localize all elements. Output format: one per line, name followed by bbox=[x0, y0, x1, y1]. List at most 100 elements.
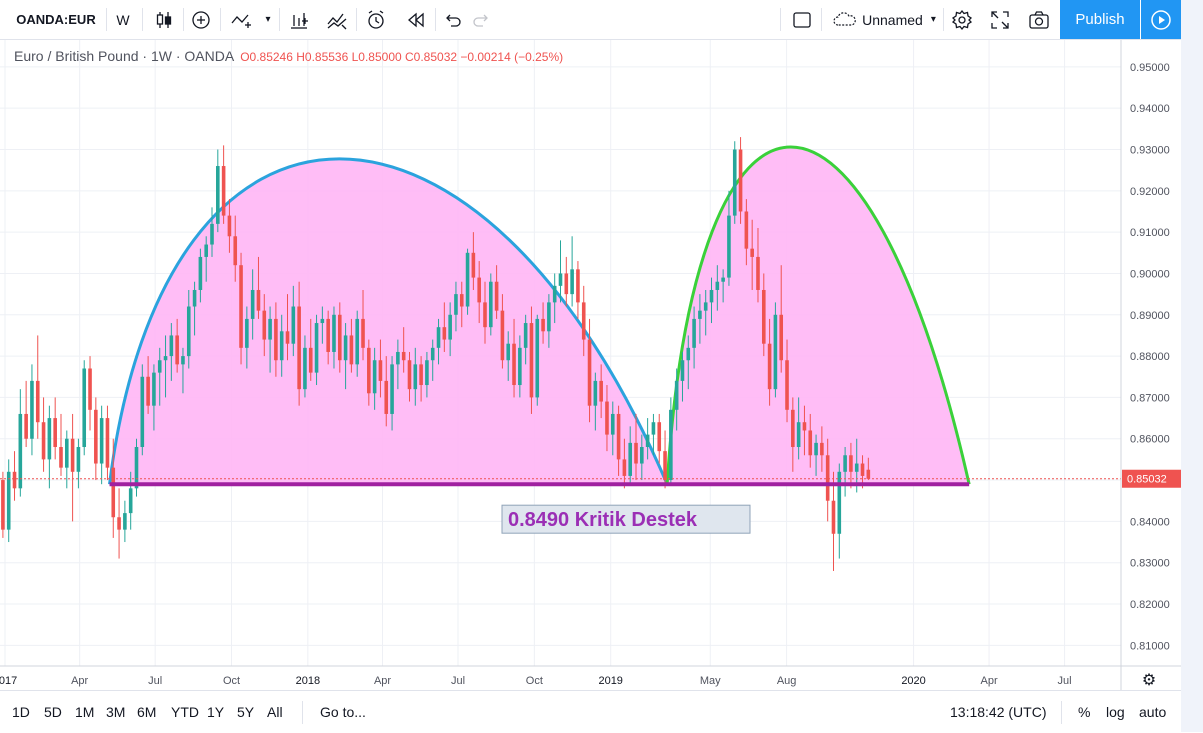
replay-icon[interactable] bbox=[402, 0, 430, 39]
candle-body[interactable] bbox=[657, 422, 662, 452]
candle-body[interactable] bbox=[198, 256, 203, 290]
arc-outline-1[interactable] bbox=[108, 157, 669, 485]
candle-body[interactable] bbox=[715, 281, 720, 290]
publish-button[interactable]: Publish bbox=[1060, 0, 1140, 39]
indicators-icon[interactable] bbox=[226, 0, 256, 39]
candle-body[interactable] bbox=[367, 347, 371, 394]
candle-body[interactable] bbox=[535, 318, 540, 398]
range-button-5d[interactable]: 5D bbox=[44, 704, 62, 720]
fullscreen-toggle-icon[interactable] bbox=[788, 0, 816, 39]
candle-body[interactable] bbox=[64, 438, 69, 468]
snapshot-icon[interactable] bbox=[1025, 0, 1053, 39]
percent-scale-button[interactable]: % bbox=[1078, 704, 1091, 720]
add-indicator-icon[interactable] bbox=[187, 0, 215, 39]
layout-name-button[interactable]: Unnamed ▾ bbox=[828, 0, 940, 39]
candle-body[interactable] bbox=[349, 335, 354, 365]
candle-body[interactable] bbox=[105, 418, 110, 468]
candle-body[interactable] bbox=[12, 471, 17, 489]
candle-body[interactable] bbox=[837, 471, 842, 534]
candle-body[interactable] bbox=[425, 360, 429, 386]
range-button-1m[interactable]: 1M bbox=[75, 704, 95, 720]
candle-body[interactable] bbox=[802, 422, 807, 431]
settings-icon[interactable] bbox=[948, 0, 976, 39]
candle-body[interactable] bbox=[378, 360, 383, 381]
candle-body[interactable] bbox=[738, 149, 743, 212]
range-button-1y[interactable]: 1Y bbox=[207, 704, 225, 720]
play-icon[interactable] bbox=[1141, 0, 1181, 39]
candle-body[interactable] bbox=[181, 356, 185, 365]
candle-body[interactable] bbox=[41, 422, 46, 460]
chevron-down-icon[interactable]: ▾ bbox=[265, 14, 271, 25]
candle-body[interactable] bbox=[518, 347, 522, 386]
candle-body[interactable] bbox=[407, 360, 412, 390]
candle-body[interactable] bbox=[94, 409, 98, 464]
candle-body[interactable] bbox=[355, 318, 360, 365]
candle-body[interactable] bbox=[343, 335, 348, 361]
candle-body[interactable] bbox=[337, 314, 342, 361]
candle-body[interactable] bbox=[390, 364, 394, 414]
candle-body[interactable] bbox=[216, 166, 220, 224]
range-button-3m[interactable]: 3M bbox=[106, 704, 126, 720]
range-button-5y[interactable]: 5Y bbox=[237, 704, 255, 720]
candle-body[interactable] bbox=[814, 442, 818, 456]
candle-body[interactable] bbox=[605, 401, 609, 435]
candle-body[interactable] bbox=[152, 372, 156, 406]
candle-body[interactable] bbox=[6, 471, 11, 530]
candle-body[interactable] bbox=[274, 318, 278, 361]
candle-body[interactable] bbox=[808, 430, 813, 456]
candle-body[interactable] bbox=[59, 447, 63, 468]
candle-body[interactable] bbox=[669, 409, 673, 481]
candle-body[interactable] bbox=[76, 447, 81, 472]
candle-body[interactable] bbox=[314, 323, 319, 373]
candle-body[interactable] bbox=[175, 335, 179, 365]
candle-body[interactable] bbox=[773, 314, 778, 390]
symbol-search[interactable]: OANDA:EUR bbox=[16, 12, 96, 27]
candle-body[interactable] bbox=[483, 302, 487, 328]
candle-body[interactable] bbox=[442, 327, 447, 340]
candle-body[interactable] bbox=[436, 327, 441, 348]
candle-body[interactable] bbox=[564, 273, 569, 295]
candle-body[interactable] bbox=[541, 318, 545, 332]
arc-outline-2[interactable] bbox=[665, 145, 971, 485]
candle-body[interactable] bbox=[506, 343, 511, 361]
candle-body[interactable] bbox=[477, 277, 481, 303]
candle-body[interactable] bbox=[767, 343, 772, 390]
candle-body[interactable] bbox=[791, 409, 795, 448]
candle-body[interactable] bbox=[169, 335, 174, 357]
candle-body[interactable] bbox=[401, 351, 406, 361]
candle-body[interactable] bbox=[831, 500, 836, 534]
candle-body[interactable] bbox=[523, 323, 528, 348]
auto-scale-button[interactable]: auto bbox=[1139, 704, 1167, 720]
candle-body[interactable] bbox=[488, 281, 493, 328]
candle-body[interactable] bbox=[384, 380, 389, 414]
candle-body[interactable] bbox=[250, 289, 255, 319]
candle-body[interactable] bbox=[332, 314, 336, 352]
redo-icon[interactable] bbox=[468, 0, 494, 39]
candle-body[interactable] bbox=[372, 360, 377, 394]
candle-body[interactable] bbox=[291, 306, 296, 344]
candle-body[interactable] bbox=[616, 413, 621, 460]
fullscreen-icon[interactable] bbox=[986, 0, 1014, 39]
candle-body[interactable] bbox=[1, 480, 5, 530]
candle-body[interactable] bbox=[221, 166, 226, 216]
candle-body[interactable] bbox=[459, 294, 464, 307]
candle-body[interactable] bbox=[750, 248, 754, 257]
candle-body[interactable] bbox=[761, 289, 766, 344]
candle-body[interactable] bbox=[709, 289, 714, 303]
candle-body[interactable] bbox=[494, 281, 499, 311]
candle-body[interactable] bbox=[610, 413, 615, 435]
candle-body[interactable] bbox=[239, 265, 243, 348]
candle-body[interactable] bbox=[227, 215, 232, 237]
candle-body[interactable] bbox=[88, 368, 92, 410]
range-button-ytd[interactable]: YTD bbox=[171, 704, 199, 720]
candle-body[interactable] bbox=[465, 252, 470, 307]
candle-body[interactable] bbox=[70, 438, 75, 472]
range-button-1d[interactable]: 1D bbox=[12, 704, 30, 720]
candle-body[interactable] bbox=[703, 302, 708, 311]
candle-body[interactable] bbox=[692, 318, 696, 348]
candle-body[interactable] bbox=[233, 236, 238, 266]
candle-body[interactable] bbox=[622, 459, 627, 476]
candle-body[interactable] bbox=[849, 455, 853, 472]
candle-body[interactable] bbox=[361, 318, 365, 348]
candle-body[interactable] bbox=[825, 455, 830, 501]
